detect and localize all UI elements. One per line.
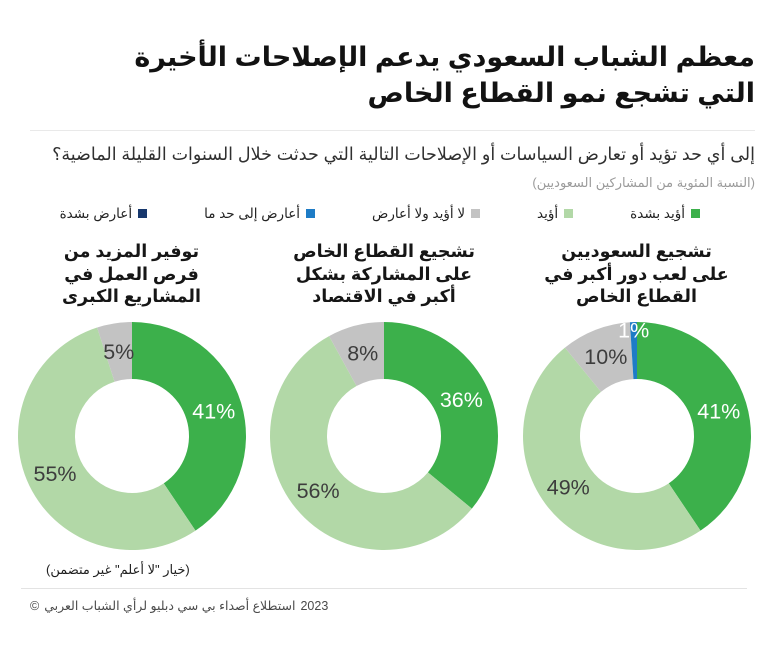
- chart-title-line: توفير المزيد من: [63, 240, 200, 261]
- legend-swatch-icon: [691, 209, 700, 219]
- donut-segment: [636, 321, 751, 531]
- survey-question: إلى أي حد تؤيد أو تعارض السياسات أو الإص…: [52, 143, 755, 164]
- chart-title-line: تشجيع القطاع الخاص: [293, 240, 475, 261]
- donut-label: 36%: [440, 388, 483, 412]
- copyright-icon: ©: [30, 598, 40, 613]
- donut-segment: [629, 321, 637, 379]
- chart-title-line: تشجيع السعوديين: [561, 240, 712, 261]
- donut-label: 41%: [697, 399, 740, 423]
- chart-title: تشجيع القطاع الخاص على المشاركة بشكل أكبر …: [293, 240, 475, 310]
- donut-segment: [17, 327, 196, 550]
- page-title-line1: معظم الشباب السعودي يدعم الإصلاحات الأخي…: [134, 42, 755, 72]
- legend-swatch-icon: [564, 209, 574, 219]
- donut-segment: [522, 347, 701, 550]
- donut-label: 56%: [297, 479, 340, 503]
- donut-label: 8%: [347, 341, 378, 365]
- legend-label: أؤيد بشدة: [630, 205, 685, 221]
- legend-label: لا أؤيد ولا أعارض: [372, 205, 466, 221]
- donut-segment: [384, 321, 498, 509]
- legend-item-0: أؤيد بشدة: [630, 206, 700, 222]
- legend-label: أعارض بشدة: [59, 205, 133, 221]
- legend: أؤيد بشدة أؤيد لا أؤيد ولا أعارض أعارض إلى …: [13, 206, 755, 222]
- chart-title-line: أكبر في الاقتصاد: [312, 286, 456, 307]
- donut-label: 41%: [192, 399, 235, 423]
- donut-svg: 36% 56% 8%: [269, 321, 498, 550]
- donut-segment: [329, 321, 384, 386]
- legend-swatch-icon: [306, 209, 315, 219]
- chart-title-line: المشاريع الكبرى: [62, 286, 201, 307]
- donut-svg: 41% 49% 10% 1%: [522, 318, 751, 550]
- donut-chart-2: توفير المزيد من فرص العمل في المشاريع الكب…: [13, 240, 250, 554]
- chart-title-line: القطاع الخاص: [576, 286, 697, 307]
- legend-item-3: أعارض إلى حد ما: [204, 206, 315, 222]
- legend-label: أعارض إلى حد ما: [204, 205, 300, 221]
- copyright-text: استطلاع أصداء بي سي دبليو لرأي الشباب ال…: [44, 598, 296, 613]
- chart-title: توفير المزيد من فرص العمل في المشاريع الكب…: [62, 240, 201, 310]
- donut-label: 55%: [33, 462, 76, 486]
- chart-title-line: فرص العمل في: [64, 263, 199, 284]
- legend-item-1: أؤيد: [537, 205, 574, 222]
- donut-segment: [96, 321, 132, 382]
- copyright-year: 2023: [300, 598, 329, 613]
- chart-title: تشجيع السعوديين على لعب دور أكبر في القطاع…: [544, 240, 729, 310]
- legend-label: أؤيد: [537, 205, 559, 221]
- donut-svg: 41% 55% 5%: [17, 321, 246, 550]
- legend-item-2: لا أؤيد ولا أعارض: [372, 205, 481, 222]
- top-divider: [30, 129, 755, 131]
- legend-item-4: أعارض بشدة: [59, 205, 148, 222]
- page-title: معظم الشباب السعودي يدعم الإصلاحات الأخي…: [13, 40, 755, 112]
- footnote: (خيار "لا أعلم" غير متضمن): [13, 562, 755, 578]
- chart-title-line: على لعب دور أكبر في: [544, 263, 729, 284]
- sample-caption: (النسبة المئوية من المشاركين السعوديين): [532, 174, 755, 190]
- copyright-line: © استطلاع أصداء بي سي دبليو لرأي الشباب …: [13, 598, 755, 613]
- legend-swatch-icon: [138, 209, 148, 219]
- footnote-text: (خيار "لا أعلم" غير متضمن): [46, 561, 190, 577]
- donut-segment: [269, 335, 472, 550]
- donut-chart-1: تشجيع القطاع الخاص على المشاركة بشكل أكبر …: [266, 240, 503, 554]
- chart-title-line: على المشاركة بشكل: [295, 263, 473, 284]
- donut-label: 49%: [546, 475, 589, 499]
- donut-label: 1%: [618, 318, 649, 342]
- donut-label: 10%: [584, 345, 627, 369]
- donut-segment: [564, 322, 633, 392]
- donut-chart-0: تشجيع السعوديين على لعب دور أكبر في القطاع…: [518, 240, 755, 554]
- donut-segment: [131, 321, 246, 531]
- charts-row: تشجيع السعوديين على لعب دور أكبر في القطاع…: [13, 240, 755, 554]
- bottom-divider: [21, 587, 747, 589]
- legend-swatch-icon: [471, 209, 481, 219]
- page-title-line2: التي تشجع نمو القطاع الخاص: [367, 77, 756, 108]
- donut-label: 5%: [103, 340, 134, 364]
